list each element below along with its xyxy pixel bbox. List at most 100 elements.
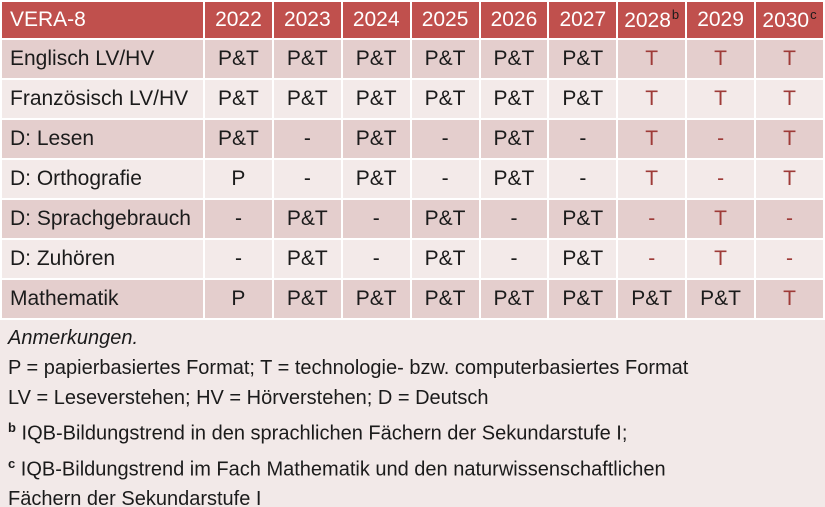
table-row: Mathematik P P&T P&T P&T P&T P&T P&T P&T T <box>2 280 823 318</box>
format-cell: P&T <box>549 80 617 118</box>
format-cell: P&T <box>411 200 479 238</box>
format-cell: T <box>618 160 686 198</box>
format-cell: P&T <box>549 200 617 238</box>
note-format-legend: P = papierbasiertes Format; T = technolo… <box>8 357 689 379</box>
footnote-b-text: IQB-Bildungstrend in den sprachlichen Fä… <box>21 422 628 445</box>
format-cell: P&T <box>549 280 617 318</box>
format-cell: P&T <box>618 280 686 318</box>
row-label: Englisch LV/HV <box>2 40 203 78</box>
header-footnote-marker: c <box>810 7 817 22</box>
row-label: Mathematik <box>2 280 203 318</box>
format-cell: - <box>273 120 341 158</box>
format-cell: P&T <box>342 40 410 78</box>
table-row: D: Sprachgebrauch - P&T - P&T - P&T - T - <box>2 200 823 238</box>
row-label: D: Sprachgebrauch <box>2 200 203 238</box>
format-cell: T <box>687 200 754 238</box>
year-column-header: 2024 <box>342 2 410 38</box>
year-column-header: 2022 <box>205 2 272 38</box>
format-cell: P&T <box>273 240 341 278</box>
format-cell: P&T <box>480 120 548 158</box>
footnote-c-marker: c <box>8 455 16 471</box>
format-cell: - <box>480 240 548 278</box>
table-row: D: Zuhören - P&T - P&T - P&T - T - <box>2 240 823 278</box>
format-cell: P&T <box>480 40 548 78</box>
format-cell: P&T <box>342 160 410 198</box>
format-cell: P <box>205 160 272 198</box>
format-cell: P&T <box>411 240 479 278</box>
year-column-header: 2028b <box>618 2 686 38</box>
format-cell: P&T <box>411 280 479 318</box>
format-cell: T <box>687 80 754 118</box>
notes-section: Anmerkungen. P = papierbasiertes Format;… <box>0 320 825 507</box>
format-cell: P&T <box>342 80 410 118</box>
format-cell: P&T <box>273 40 341 78</box>
table-header-row: VERA-8 2022 2023 2024 2025 2026 2027 2028b 2029… <box>2 2 823 38</box>
format-cell: - <box>756 200 823 238</box>
format-cell: P&T <box>205 80 272 118</box>
format-cell: P&T <box>273 200 341 238</box>
format-cell: T <box>618 40 686 78</box>
header-footnote-marker: b <box>671 7 680 22</box>
year-column-header: 2030c <box>756 2 823 38</box>
format-cell: T <box>756 160 823 198</box>
format-cell: T <box>618 80 686 118</box>
format-cell: P&T <box>342 280 410 318</box>
format-cell: - <box>618 240 686 278</box>
year-column-header: 2025 <box>411 2 479 38</box>
format-cell: P&T <box>480 160 548 198</box>
row-label: D: Zuhören <box>2 240 203 278</box>
format-cell: - <box>687 160 754 198</box>
year-column-header: 2029 <box>687 2 754 38</box>
footnote-b-marker: b <box>8 420 16 435</box>
table-row: D: Lesen P&T - P&T - P&T - T - T <box>2 120 823 158</box>
format-cell: - <box>342 200 410 238</box>
footnote-c: c IQB-Bildungstrend im Fach Mathematik u… <box>8 449 718 507</box>
format-cell: T <box>687 40 754 78</box>
format-cell: - <box>549 160 617 198</box>
format-cell: - <box>549 120 617 158</box>
format-cell: - <box>411 160 479 198</box>
footnote-c-text: IQB-Bildungstrend im Fach Mathematik und… <box>8 458 666 507</box>
year-column-header: 2026 <box>480 2 548 38</box>
format-cell: P <box>205 280 272 318</box>
row-label: D: Lesen <box>2 120 203 158</box>
notes-heading: Anmerkungen. <box>8 327 139 349</box>
format-cell: P&T <box>273 280 341 318</box>
row-label: D: Orthografie <box>2 160 203 198</box>
footnote-b: b IQB-Bildungstrend in den sprachlichen … <box>8 413 817 449</box>
format-cell: - <box>480 200 548 238</box>
vera8-format-table: VERA-8 2022 2023 2024 2025 2026 2027 2028b 2029… <box>0 0 825 320</box>
format-cell: P&T <box>687 280 754 318</box>
table-row: Englisch LV/HV P&T P&T P&T P&T P&T P&T T T T <box>2 40 823 78</box>
format-cell: T <box>756 40 823 78</box>
table-corner-header: VERA-8 <box>2 2 203 38</box>
year-column-header: 2023 <box>273 2 341 38</box>
format-cell: - <box>411 120 479 158</box>
format-cell: - <box>756 240 823 278</box>
format-cell: T <box>756 120 823 158</box>
format-cell: P&T <box>480 280 548 318</box>
format-cell: T <box>687 240 754 278</box>
row-label: Französisch LV/HV <box>2 80 203 118</box>
format-cell: - <box>273 160 341 198</box>
format-cell: - <box>618 200 686 238</box>
format-cell: T <box>756 80 823 118</box>
format-cell: - <box>342 240 410 278</box>
format-cell: P&T <box>549 40 617 78</box>
format-cell: P&T <box>549 240 617 278</box>
table-row: D: Orthografie P - P&T - P&T - T - T <box>2 160 823 198</box>
note-abbreviation-legend: LV = Leseverstehen; HV = Hörverstehen; D… <box>8 387 489 409</box>
format-cell: P&T <box>205 120 272 158</box>
format-cell: - <box>205 200 272 238</box>
year-column-header: 2027 <box>549 2 617 38</box>
format-cell: - <box>205 240 272 278</box>
format-cell: P&T <box>342 120 410 158</box>
format-cell: - <box>687 120 754 158</box>
format-cell: P&T <box>411 40 479 78</box>
table-row: Französisch LV/HV P&T P&T P&T P&T P&T P&T T T T <box>2 80 823 118</box>
format-cell: P&T <box>205 40 272 78</box>
format-cell: P&T <box>411 80 479 118</box>
format-cell: T <box>618 120 686 158</box>
format-cell: T <box>756 280 823 318</box>
format-cell: P&T <box>273 80 341 118</box>
